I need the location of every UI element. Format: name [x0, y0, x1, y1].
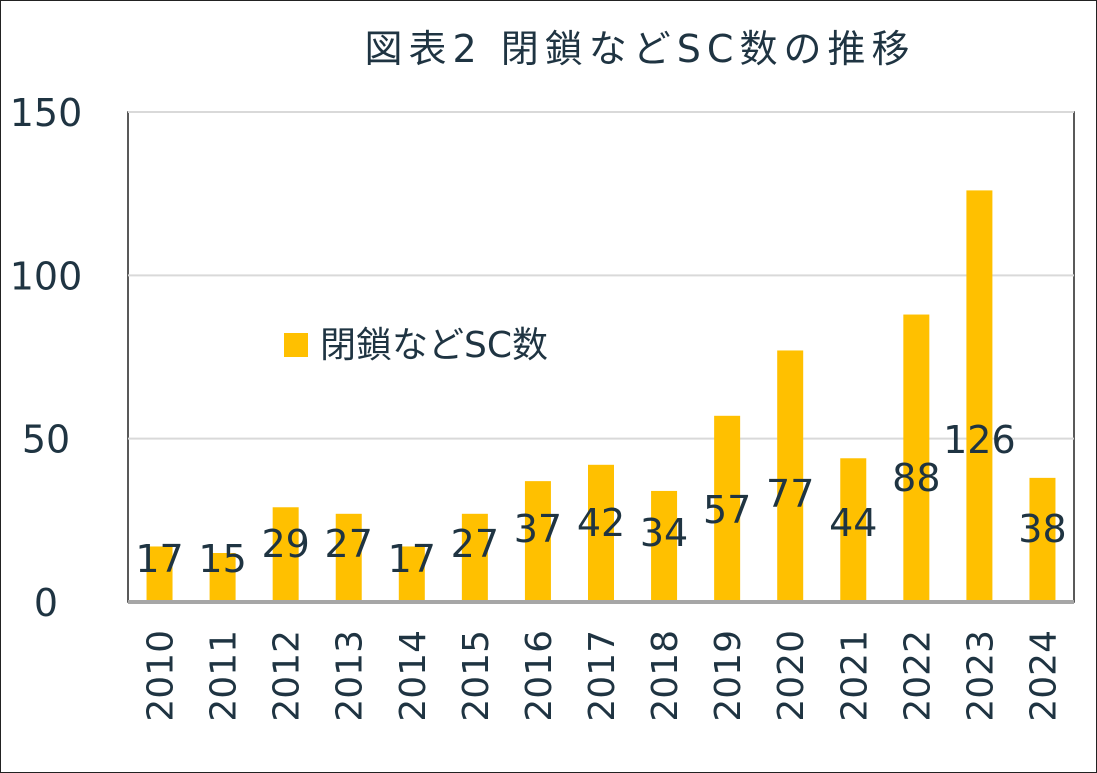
bar-2018: [651, 490, 678, 602]
data-label-2024: 38: [1018, 507, 1066, 551]
data-label-2016: 37: [514, 507, 562, 551]
x-axis: 2010 2011 2012 2013 2014 2015 2016 2017 2018 2019…: [141, 630, 1065, 722]
data-label-2013: 27: [325, 522, 373, 566]
data-label-2011: 15: [198, 537, 246, 581]
x-tick-label-2011: 2011: [204, 630, 245, 722]
x-tick-label-2020: 2020: [771, 630, 812, 722]
bar-2016: [524, 481, 551, 602]
bar-2017: [588, 464, 614, 602]
x-tick-label-2018: 2018: [645, 630, 686, 722]
x-tick-label-2019: 2019: [708, 630, 749, 722]
data-label-2014: 17: [388, 537, 436, 581]
legend-swatch: [284, 333, 308, 357]
y-tick-label: 50: [22, 418, 70, 462]
bar-series: [146, 190, 1056, 602]
x-tick-label-2012: 2012: [267, 630, 308, 722]
x-tick-label-2013: 2013: [330, 630, 371, 722]
legend-label: 閉鎖などSC数: [320, 325, 548, 366]
y-tick-label: 100: [10, 254, 83, 298]
x-tick-label-2017: 2017: [582, 630, 623, 722]
data-label-2019: 57: [703, 488, 751, 532]
x-tick-label-2021: 2021: [834, 630, 875, 722]
x-tick-label-2010: 2010: [141, 630, 182, 722]
bar-2020: [777, 350, 804, 602]
data-label-2020: 77: [766, 472, 814, 516]
data-label-2017: 42: [577, 501, 625, 545]
x-tick-label-2016: 2016: [519, 630, 560, 722]
bar-2015: [461, 513, 488, 602]
chart-title: 図表2 閉鎖などSC数の推移: [365, 27, 916, 71]
data-label-2023: 126: [943, 418, 1016, 462]
data-label-2012: 29: [261, 522, 309, 566]
bar-2012: [272, 507, 299, 602]
data-label-2015: 27: [451, 522, 499, 566]
x-tick-label-2023: 2023: [960, 630, 1001, 722]
data-label-2018: 34: [640, 511, 688, 555]
x-tick-label-2022: 2022: [897, 630, 938, 722]
x-tick-label-2024: 2024: [1023, 630, 1064, 722]
bar-2021: [840, 458, 867, 602]
bar-2023: [966, 190, 993, 602]
bar-2024: [1029, 477, 1056, 602]
x-tick-label-2014: 2014: [393, 630, 434, 722]
x-tick-label-2015: 2015: [456, 630, 497, 722]
data-label-2021: 44: [829, 501, 877, 545]
y-tick-label: 150: [10, 91, 83, 135]
bar-2022: [903, 314, 930, 602]
bar-2014: [398, 546, 425, 602]
bar-2013: [335, 513, 362, 602]
gridlines: [128, 111, 1074, 440]
y-axis: 0 50 100 150: [10, 91, 83, 625]
data-label-2022: 88: [892, 456, 940, 500]
y-tick-label: 0: [34, 581, 58, 625]
bar-2010: [146, 546, 173, 602]
data-label-2010: 17: [135, 537, 183, 581]
legend: 閉鎖などSC数: [284, 325, 548, 366]
bar-2011: [209, 553, 236, 602]
bar-2019: [714, 415, 741, 602]
